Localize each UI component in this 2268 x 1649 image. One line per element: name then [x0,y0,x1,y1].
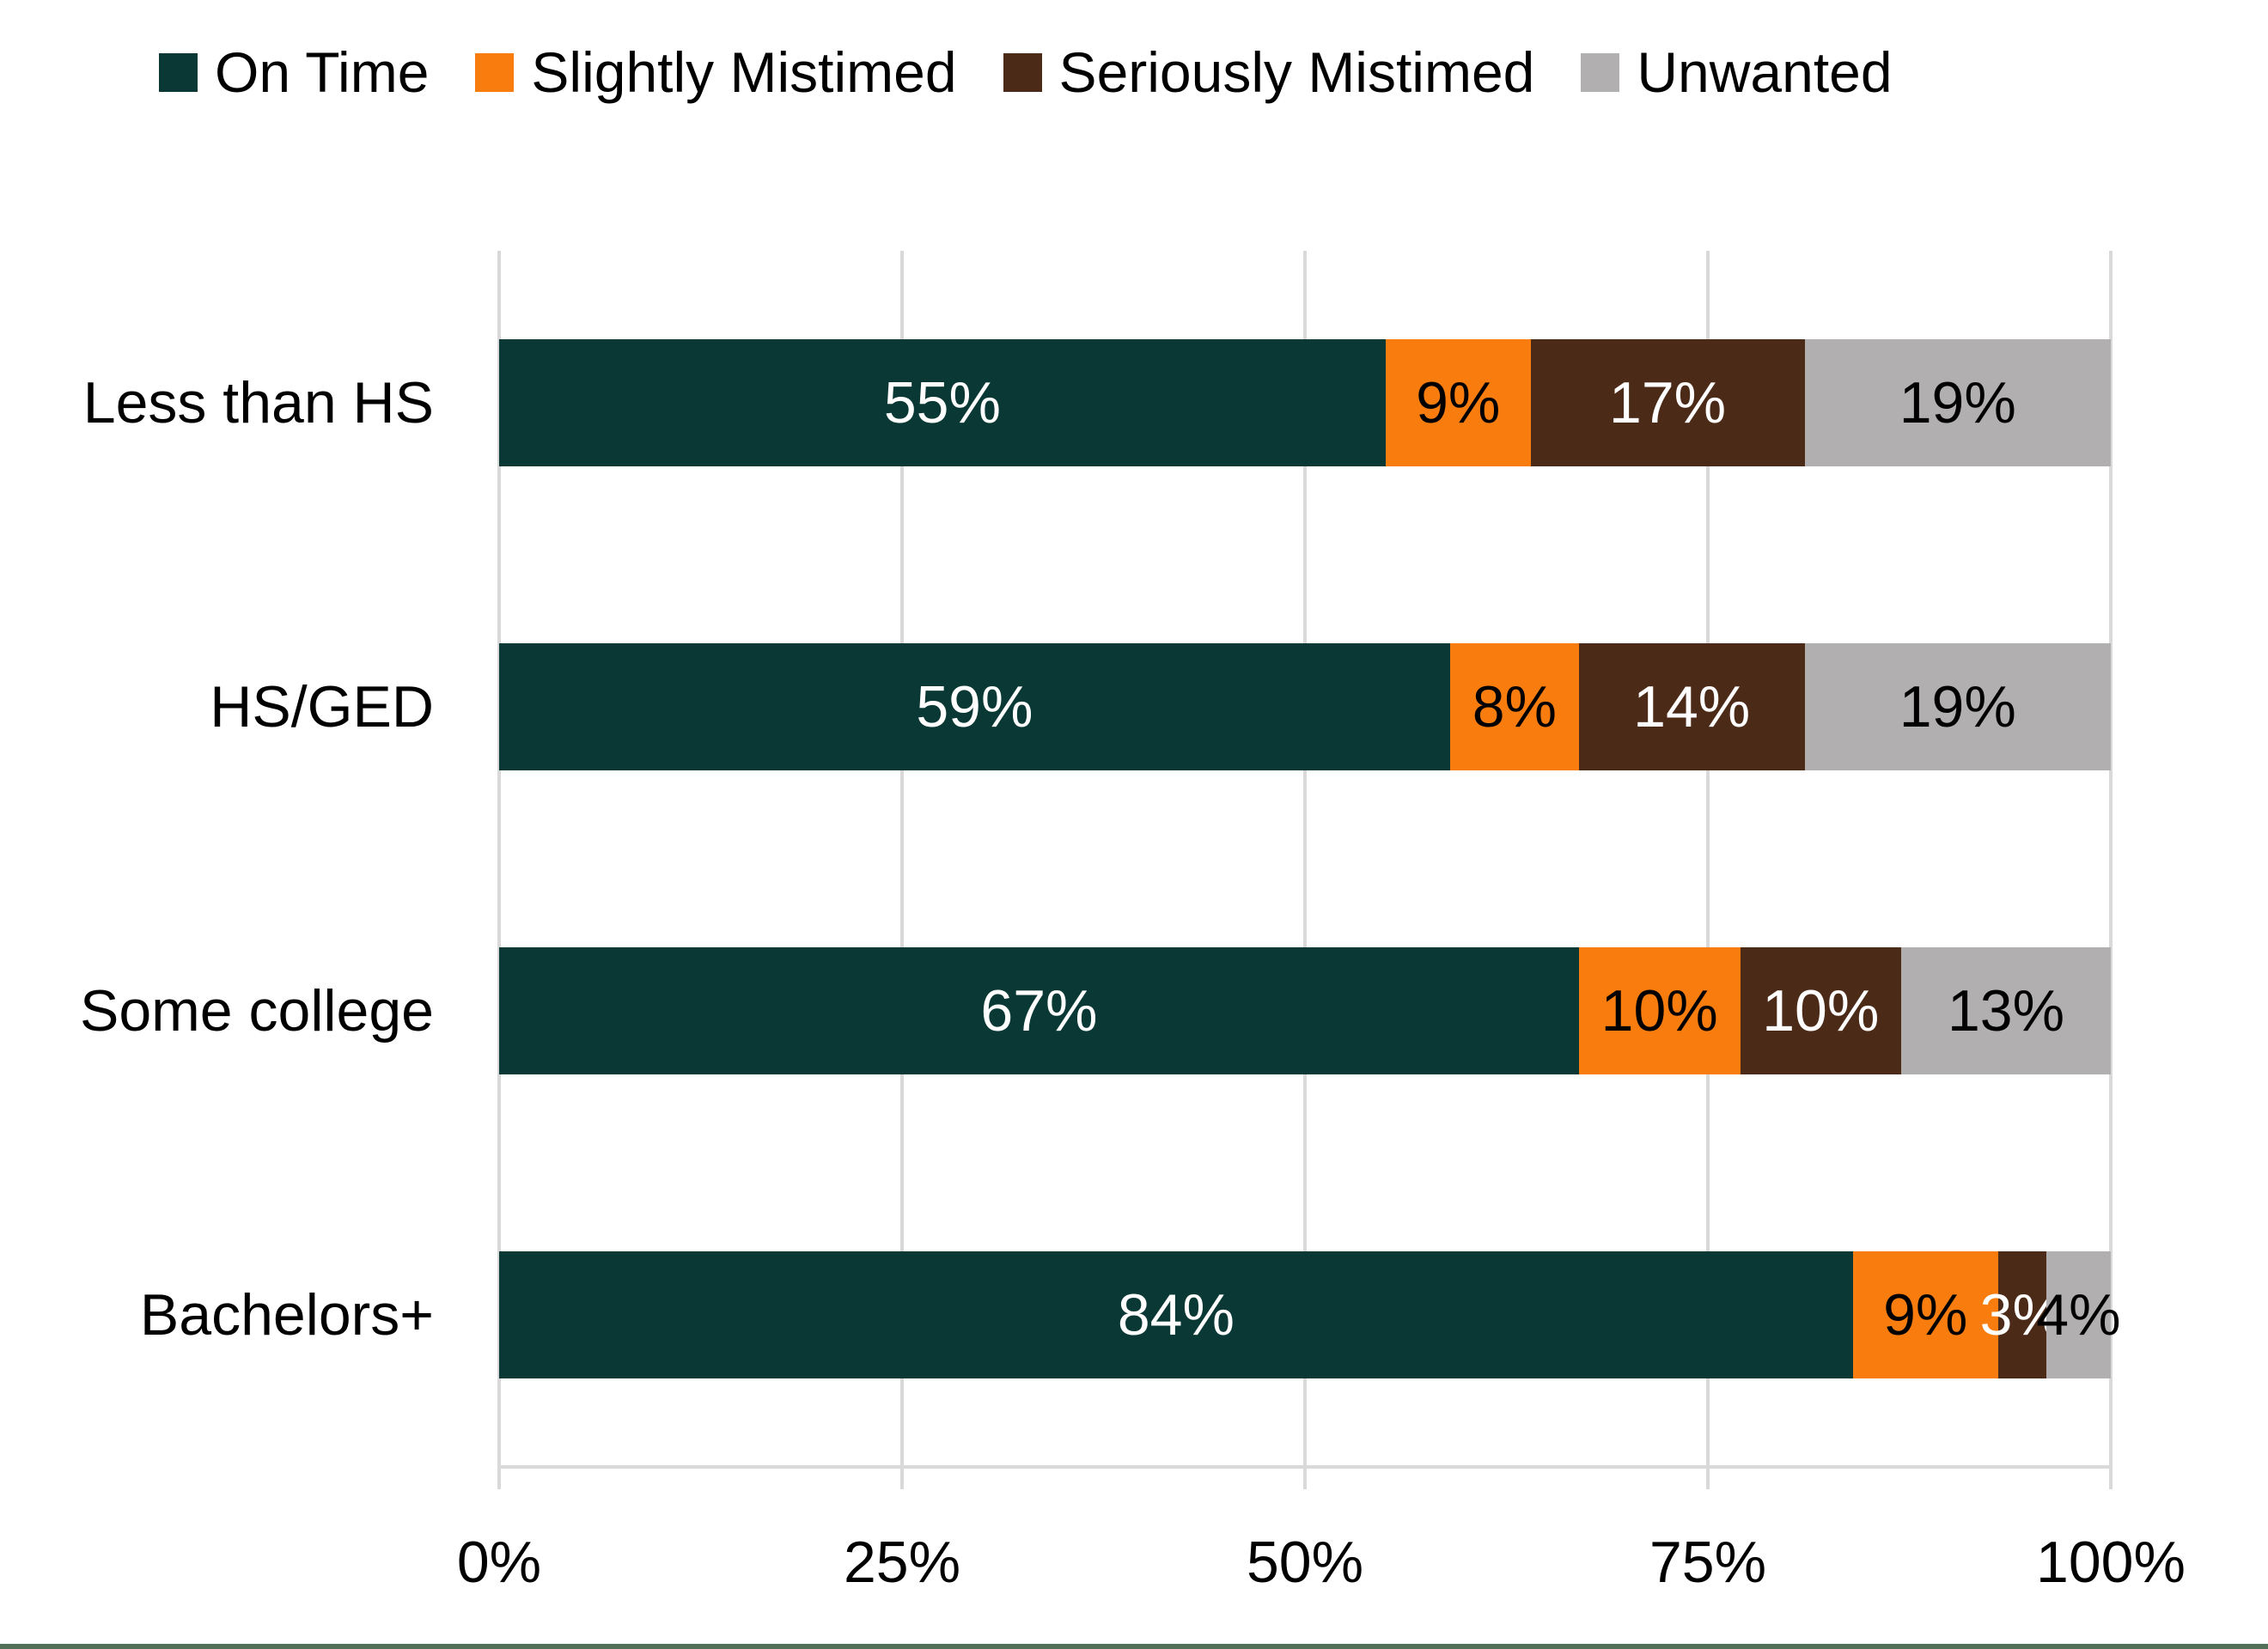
bar-value-label: 14% [1633,674,1751,739]
gridline [1706,251,1710,1489]
category-label: HS/GED [210,674,434,739]
bar-segment: 9% [1385,339,1531,466]
bar-value-label: 19% [1899,674,2016,739]
category-label: Bachelors+ [139,1282,434,1348]
x-axis-tick-label: 50% [1246,1530,1364,1595]
x-axis-line [499,1465,2111,1469]
bar-row: 55% 9% 17% 19% [499,339,2111,466]
legend-item-label: Seriously Mistimed [1058,40,1535,104]
bar-segment: 17% [1530,339,1805,466]
bar-segment: 4% [2036,1251,2121,1378]
gridline [1303,251,1307,1489]
bar-value-label: 59% [916,674,1033,739]
bar-value-label: 9% [1416,370,1501,435]
x-axis-tick-label: 75% [1649,1530,1767,1595]
bar-value-label: 67% [980,978,1098,1044]
bar-value-label: 4% [2036,1282,2121,1348]
x-axis-tick-label: 100% [2036,1530,2186,1595]
bar-segment: 9% [1852,1251,1998,1378]
bar-segment: 19% [1804,643,2111,770]
bar-value-label: 10% [1600,978,1718,1044]
bar-segment: 67% [499,947,1579,1074]
bar-value-label: 19% [1899,370,2016,435]
legend-item: On Time [159,40,429,105]
bar-segment: 59% [499,643,1450,770]
bar-segment: 13% [1901,947,2111,1074]
bar-value-label: 13% [1947,978,2065,1044]
legend-swatch-icon [1003,52,1042,92]
bar-segment: 14% [1578,643,1805,770]
gridline [2109,251,2113,1489]
bar-row: 67% 10% 10% 13% [499,947,2111,1074]
bar-segment: 10% [1578,947,1741,1074]
legend-item: Unwanted [1581,40,1893,105]
bottom-accent-bar [0,1644,2268,1649]
bar-row: 59% 8% 14% 19% [499,643,2111,770]
legend-item: Seriously Mistimed [1003,40,1535,105]
bar-segment: 84% [499,1251,1853,1378]
x-axis-tick-label: 0% [456,1530,542,1595]
legend-swatch-icon [159,52,198,92]
bar-value-label: 55% [883,370,1001,435]
bar-value-label: 8% [1472,674,1557,739]
bar-value-label: 17% [1609,370,1727,435]
bar-value-label: 10% [1762,978,1880,1044]
x-axis-tick-label: 25% [843,1530,961,1595]
legend-item: Slightly Mistimed [475,40,957,105]
gridline [900,251,904,1489]
bar-segment: 10% [1740,947,1902,1074]
legend-item-label: Unwanted [1637,40,1893,104]
bar-row: 84% 9% 3% 4% [499,1251,2121,1378]
bar-segment: 8% [1449,643,1579,770]
legend: On Time Slightly Mistimed Seriously Mistim… [159,40,1893,105]
bar-segment: 3% [1980,1251,2064,1378]
bar-segment: 19% [1804,339,2111,466]
legend-item-label: Slightly Mistimed [531,40,957,104]
plot-area: 55% 9% 17% 19% 59% 8% 14% 19% 67% 10% 10% 13% 84% 9% 3… [497,251,2121,1489]
legend-swatch-icon [1581,52,1620,92]
legend-item-label: On Time [215,40,430,104]
bar-value-label: 84% [1117,1282,1235,1348]
category-label: Some college [79,978,434,1044]
legend-swatch-icon [475,52,515,92]
bar-value-label: 9% [1883,1282,1968,1348]
category-label: Less than HS [82,370,434,435]
gridline [497,251,501,1489]
bar-segment: 55% [499,339,1386,466]
